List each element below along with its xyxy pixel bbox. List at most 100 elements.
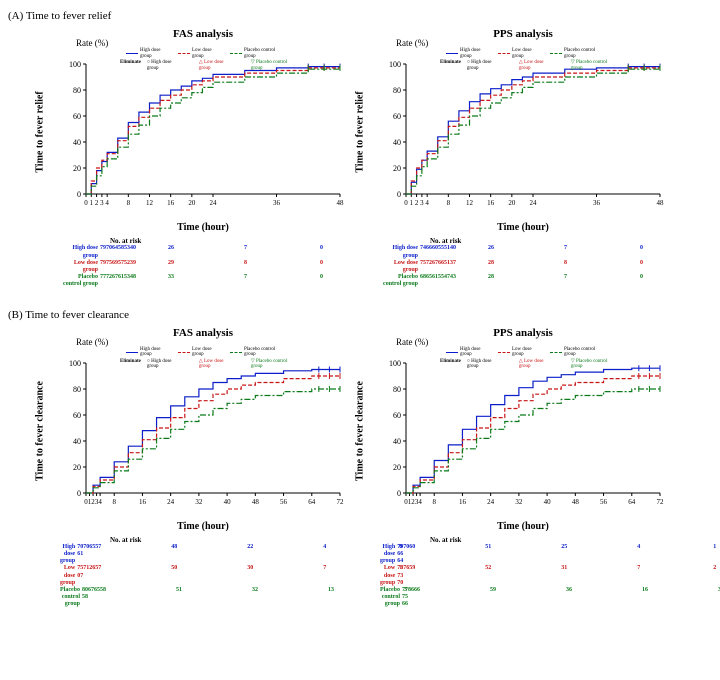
svg-text:16: 16: [167, 199, 175, 207]
svg-text:40: 40: [73, 437, 81, 446]
chart: Rate (%) Time to fever clearance High do…: [368, 341, 678, 521]
svg-text:16: 16: [459, 498, 467, 506]
svg-text:24: 24: [530, 199, 538, 207]
svg-text:60: 60: [73, 411, 81, 420]
svg-text:36: 36: [273, 199, 281, 207]
svg-text:3: 3: [420, 199, 424, 207]
svg-text:48: 48: [337, 199, 345, 207]
panel-A0: FAS analysis Rate (%) Time to fever reli…: [48, 28, 358, 289]
rate-label: Rate (%): [76, 38, 108, 48]
svg-text:0: 0: [397, 489, 401, 498]
svg-text:8: 8: [112, 498, 116, 506]
svg-text:60: 60: [393, 411, 401, 420]
svg-text:20: 20: [393, 463, 401, 472]
panel-B1: PPS analysis Rate (%) Time to fever clea…: [368, 327, 678, 609]
svg-text:80: 80: [73, 385, 81, 394]
svg-text:16: 16: [487, 199, 495, 207]
x-axis-title: Time (hour): [48, 222, 358, 233]
svg-text:72: 72: [337, 498, 345, 506]
svg-text:72: 72: [657, 498, 665, 506]
chart: Rate (%) Time to fever relief High doseg…: [48, 42, 358, 222]
rate-label: Rate (%): [396, 337, 428, 347]
svg-text:32: 32: [195, 498, 203, 506]
chart: Rate (%) Time to fever relief High doseg…: [368, 42, 678, 222]
svg-text:56: 56: [280, 498, 288, 506]
svg-text:56: 56: [600, 498, 608, 506]
svg-text:48: 48: [657, 199, 665, 207]
svg-text:8: 8: [127, 199, 131, 207]
svg-text:24: 24: [487, 498, 495, 506]
svg-text:60: 60: [73, 112, 81, 121]
svg-text:80: 80: [393, 385, 401, 394]
svg-text:12: 12: [466, 199, 474, 207]
y-axis-title: Time to fever relief: [355, 91, 366, 172]
svg-text:64: 64: [628, 498, 636, 506]
svg-text:40: 40: [73, 138, 81, 147]
legend: High dosegroup Low dosegroup Placebo con…: [120, 347, 297, 371]
section-a-row: FAS analysis Rate (%) Time to fever reli…: [48, 28, 712, 289]
panel-B0: FAS analysis Rate (%) Time to fever clea…: [48, 327, 358, 609]
rate-label: Rate (%): [76, 337, 108, 347]
svg-text:2: 2: [95, 199, 99, 207]
svg-text:3: 3: [100, 199, 104, 207]
svg-text:20: 20: [393, 164, 401, 173]
svg-text:0: 0: [77, 489, 81, 498]
chart: Rate (%) Time to fever clearance High do…: [48, 341, 358, 521]
svg-text:20: 20: [508, 199, 516, 207]
section-b-label: (B) Time to fever clearance: [8, 309, 712, 321]
at-risk-table: No. at risk High dose group7466605551402…: [380, 237, 678, 289]
at-risk-table: No. at risk High dose group7970645853402…: [60, 237, 358, 289]
svg-text:32: 32: [515, 498, 523, 506]
panel-A1: PPS analysis Rate (%) Time to fever reli…: [368, 28, 678, 289]
y-axis-title: Time to fever clearance: [35, 381, 46, 481]
section-b-row: FAS analysis Rate (%) Time to fever clea…: [48, 327, 712, 609]
svg-text:20: 20: [73, 463, 81, 472]
svg-text:40: 40: [544, 498, 552, 506]
svg-text:48: 48: [572, 498, 580, 506]
svg-text:24: 24: [167, 498, 175, 506]
svg-text:48: 48: [252, 498, 259, 506]
x-axis-title: Time (hour): [368, 521, 678, 532]
legend: High dosegroup Low dosegroup Placebo con…: [120, 48, 297, 72]
svg-text:0: 0: [404, 199, 408, 207]
section-a-label: (A) Time to fever relief: [8, 10, 712, 22]
svg-text:100: 100: [69, 359, 81, 368]
at-risk-table: No. at risk High dose group707065 615748…: [60, 536, 358, 609]
svg-text:4: 4: [105, 199, 109, 207]
svg-text:100: 100: [69, 60, 81, 69]
x-axis-title: Time (hour): [48, 521, 358, 532]
svg-text:2: 2: [415, 199, 419, 207]
svg-text:0: 0: [397, 190, 401, 199]
svg-text:4: 4: [418, 498, 422, 506]
svg-text:16: 16: [139, 498, 147, 506]
svg-text:0: 0: [84, 199, 88, 207]
svg-text:80: 80: [393, 86, 401, 95]
svg-text:4: 4: [98, 498, 102, 506]
y-axis-title: Time to fever relief: [35, 91, 46, 172]
svg-text:40: 40: [393, 437, 401, 446]
svg-text:40: 40: [224, 498, 232, 506]
legend: High dosegroup Low dosegroup Placebo con…: [440, 48, 617, 72]
legend: High dosegroup Low dosegroup Placebo con…: [440, 347, 617, 371]
x-axis-title: Time (hour): [368, 222, 678, 233]
svg-text:0: 0: [77, 190, 81, 199]
y-axis-title: Time to fever clearance: [355, 381, 366, 481]
svg-text:20: 20: [73, 164, 81, 173]
rate-label: Rate (%): [396, 38, 428, 48]
svg-text:100: 100: [389, 60, 401, 69]
svg-text:1: 1: [90, 199, 94, 207]
svg-text:24: 24: [210, 199, 218, 207]
svg-text:8: 8: [447, 199, 451, 207]
svg-text:1: 1: [410, 199, 414, 207]
svg-text:80: 80: [73, 86, 81, 95]
svg-text:12: 12: [146, 199, 154, 207]
svg-text:100: 100: [389, 359, 401, 368]
svg-text:64: 64: [308, 498, 316, 506]
svg-text:8: 8: [432, 498, 436, 506]
svg-text:20: 20: [188, 199, 196, 207]
at-risk-table: No. at risk High dose group7970 66 64605…: [380, 536, 678, 609]
svg-text:4: 4: [425, 199, 429, 207]
svg-text:40: 40: [393, 138, 401, 147]
svg-text:36: 36: [593, 199, 601, 207]
svg-text:60: 60: [393, 112, 401, 121]
